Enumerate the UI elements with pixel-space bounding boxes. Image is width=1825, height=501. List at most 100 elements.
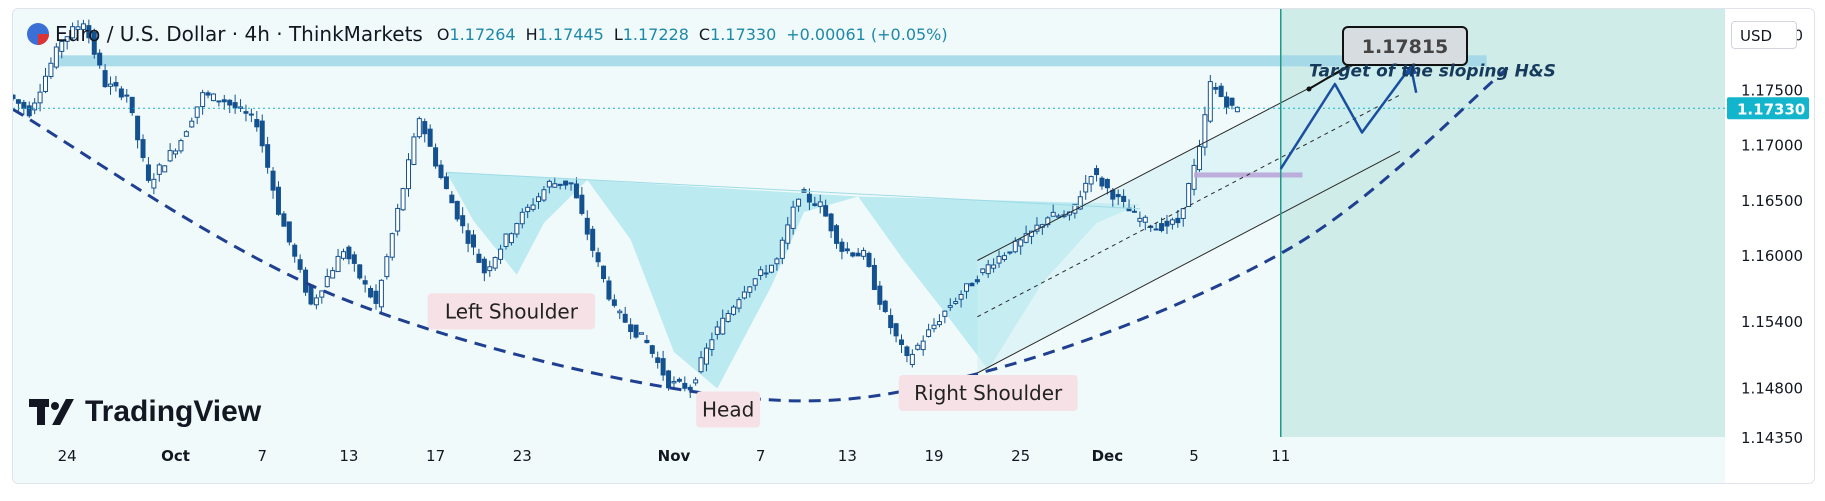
candle-body (216, 100, 222, 103)
candle-body (931, 324, 937, 330)
candle-body (64, 36, 70, 42)
tradingview-logo[interactable]: TradingView (29, 395, 261, 429)
candle-body (156, 164, 162, 175)
candle-body (167, 150, 173, 162)
candle-body (823, 205, 829, 217)
candle-body (871, 264, 877, 290)
symbol-title[interactable]: Euro / U.S. Dollar · 4h · ThinkMarkets (55, 22, 423, 46)
candle-body (1131, 210, 1137, 213)
candle-body (1104, 179, 1110, 189)
candle-body (86, 25, 92, 39)
candle-body (275, 186, 281, 215)
candle-body (427, 128, 433, 147)
candle-body (498, 248, 504, 260)
candle-body (1121, 195, 1127, 202)
candle-body (541, 189, 547, 201)
candle-body (108, 83, 114, 87)
candle-body (400, 188, 406, 211)
y-tick-label: 1.16000 (1741, 247, 1803, 265)
candle-body (633, 324, 639, 338)
candle-body (768, 264, 774, 273)
candle-body (140, 139, 146, 159)
y-tick-label: 1.16500 (1741, 192, 1803, 210)
candle-body (833, 225, 839, 244)
candle-body (471, 234, 477, 248)
candle-body (628, 324, 634, 333)
time-axis (13, 437, 1725, 483)
candle-body (514, 223, 520, 235)
candle-body (752, 278, 758, 286)
candle-body (183, 131, 189, 137)
close-value: C1.17330 (698, 24, 777, 44)
candle-body (611, 299, 617, 306)
annotation-label: Right Shoulder (914, 381, 1063, 405)
candle-body (893, 323, 899, 337)
logo-text: TradingView (85, 395, 262, 428)
candle-body (205, 92, 211, 96)
candle-body (118, 88, 124, 98)
chart-frame: 1.17815 Left Shoulder Head Right Shoulder Ta… (12, 8, 1815, 484)
candle-body (292, 244, 298, 257)
candle-body (1234, 106, 1240, 113)
candle-body (340, 251, 346, 259)
candle-body (248, 113, 254, 116)
candle-body (888, 315, 894, 329)
candle-body (308, 284, 314, 305)
candle-body (48, 62, 54, 78)
candle-body (985, 264, 991, 275)
candle-body (210, 93, 216, 102)
candle-body (232, 102, 238, 109)
candle-body (286, 221, 292, 243)
low-value: L1.17228 (613, 24, 689, 44)
candle-body (546, 180, 552, 188)
candle-body (454, 200, 460, 220)
candle-body (1018, 239, 1024, 247)
candle-body (395, 207, 401, 232)
candle-body (703, 347, 709, 365)
candle-body (508, 233, 514, 244)
candle-body (194, 106, 200, 118)
annotation-label-bg (427, 293, 596, 330)
candle-body (779, 239, 785, 259)
y-tick-label: 1.14350 (1741, 429, 1803, 447)
candle-body (812, 203, 818, 206)
candle-body (904, 346, 910, 357)
candle-body (855, 252, 861, 257)
candle-body (866, 252, 872, 267)
candle-body (698, 357, 704, 373)
candle-body (1213, 87, 1219, 90)
candle-body (1186, 183, 1192, 207)
x-tick-label: 19 (924, 447, 943, 465)
candle-body (102, 70, 108, 88)
candle-body (113, 82, 119, 87)
x-tick-label: 11 (1271, 447, 1290, 465)
candle-body (563, 180, 569, 186)
candle-body (443, 176, 449, 190)
candle-body (861, 250, 867, 257)
candle-body (671, 380, 677, 384)
candle-body (1007, 251, 1013, 254)
candle-body (259, 120, 265, 147)
candle-body (709, 339, 715, 351)
candle-body (438, 164, 444, 179)
price-axis (1725, 9, 1814, 483)
annotation-label: Left Shoulder (445, 299, 579, 323)
candle-body (351, 254, 357, 264)
candle-body (1023, 233, 1029, 243)
x-tick-label: Nov (658, 447, 691, 465)
currency-flag-icon (27, 23, 49, 45)
candle-body (828, 213, 834, 232)
candle-body (1153, 228, 1159, 231)
candle-body (1142, 216, 1148, 223)
price-chart[interactable]: 1.17815 Left Shoulder Head Right Shoulder Ta… (13, 9, 1814, 483)
candle-body (26, 105, 32, 117)
candle-body (59, 41, 65, 52)
currency-button[interactable]: USD (1731, 21, 1797, 49)
rounded-bottom-curve (13, 66, 1510, 403)
candle-body (487, 266, 493, 272)
candle-body (899, 339, 905, 345)
candle-body (1115, 194, 1121, 198)
candle-body (1169, 219, 1175, 225)
candle-body (741, 291, 747, 299)
y-tick-label: 1.17500 (1741, 82, 1803, 100)
